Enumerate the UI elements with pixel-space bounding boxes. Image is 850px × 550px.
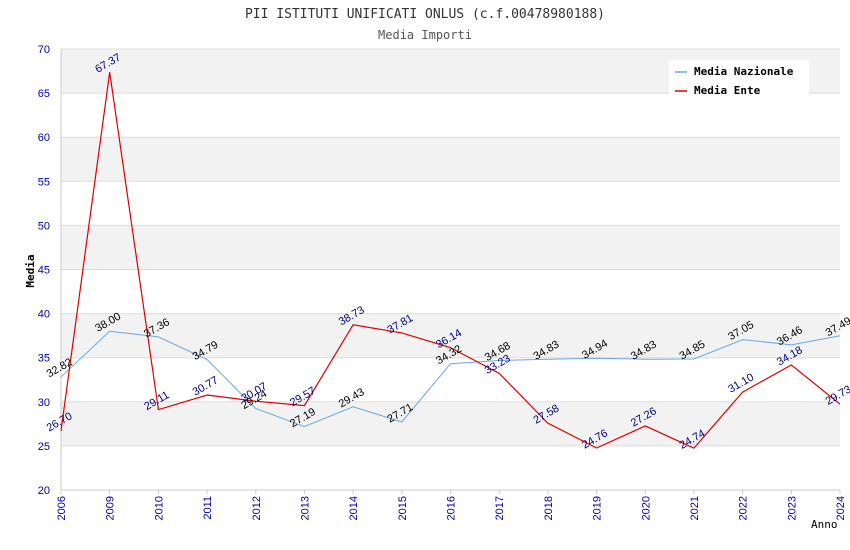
y-tick-label: 20 [38,485,50,497]
x-tick-label: 2012 [251,496,263,520]
x-tick-label: 2010 [153,496,165,520]
y-tick-label: 55 [38,176,50,188]
x-tick-label: 2011 [202,496,214,520]
y-tick-label: 50 [38,220,50,232]
y-tick-label: 60 [38,132,50,144]
y-tick-label: 35 [38,353,50,365]
series-line-nazionale [60,330,841,428]
x-tick-label: 2021 [689,496,701,520]
legend-label-ente: Media Ente [694,84,761,97]
x-axis-ticks: 2006 2009 2010 2011 2012 2013 2014 2015 2016 2017… [56,490,847,520]
plot-band [61,225,840,270]
x-axis-label: Anno [811,518,838,531]
y-tick-label: 30 [38,397,50,409]
legend: Media Nazionale Media Ente [669,60,809,98]
x-tick-label: 2020 [640,496,652,520]
y-tick-label: 40 [38,309,50,321]
series-lines [60,72,841,449]
chart-subtitle: Media Importi [378,28,472,42]
chart-title: PII ISTITUTI UNIFICATI ONLUS (c.f.004789… [245,7,605,22]
series-line-ente [60,72,841,449]
x-tick-label: 2016 [446,496,458,520]
y-tick-label: 70 [38,44,50,56]
x-tick-label: 2014 [348,496,360,520]
x-tick-label: 2022 [738,496,750,520]
y-axis-ticks: 20 25 30 35 40 45 50 55 60 65 70 [38,44,50,497]
x-tick-label: 2013 [299,496,311,520]
x-tick-label: 2017 [494,496,506,520]
y-tick-label: 65 [38,88,50,100]
plot-band [61,313,840,358]
x-tick-label: 2015 [397,496,409,520]
y-tick-label: 45 [38,265,50,277]
x-tick-label: 2006 [56,496,68,520]
y-tick-label: 25 [38,441,50,453]
x-tick-label: 2019 [592,496,604,520]
x-tick-label: 2009 [105,496,117,520]
plot-background [61,49,840,446]
plot-band [61,401,840,446]
legend-box [669,60,809,98]
x-tick-label: 2018 [543,496,555,520]
y-axis-label: Media [24,254,37,287]
grid-lines [61,48,840,491]
plot-band [61,137,840,182]
data-label-ente: 31.10 [726,371,756,395]
legend-label-nazionale: Media Nazionale [694,65,794,78]
x-tick-label: 2023 [786,496,798,520]
x-tick-label: 2024 [835,496,847,520]
